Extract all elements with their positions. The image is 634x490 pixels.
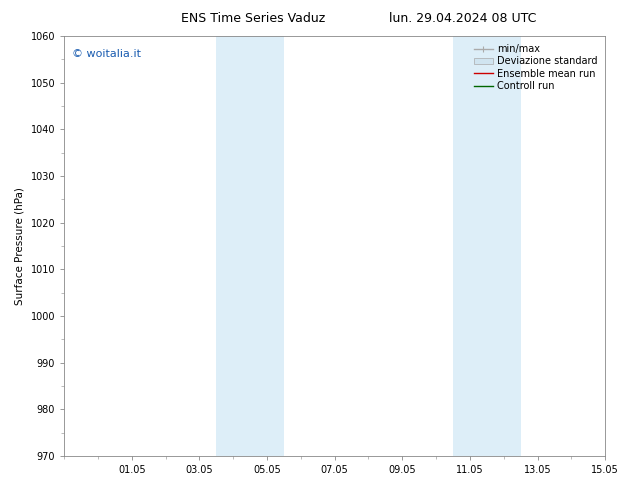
Text: ENS Time Series Vaduz: ENS Time Series Vaduz: [181, 12, 326, 25]
Bar: [216, 36, 284, 456]
Y-axis label: Surface Pressure (hPa): Surface Pressure (hPa): [15, 187, 25, 305]
Text: © woitalia.it: © woitalia.it: [72, 49, 141, 59]
Bar: [453, 36, 521, 456]
Legend: min/max, Deviazione standard, Ensemble mean run, Controll run: min/max, Deviazione standard, Ensemble m…: [470, 41, 600, 94]
Text: lun. 29.04.2024 08 UTC: lun. 29.04.2024 08 UTC: [389, 12, 536, 25]
